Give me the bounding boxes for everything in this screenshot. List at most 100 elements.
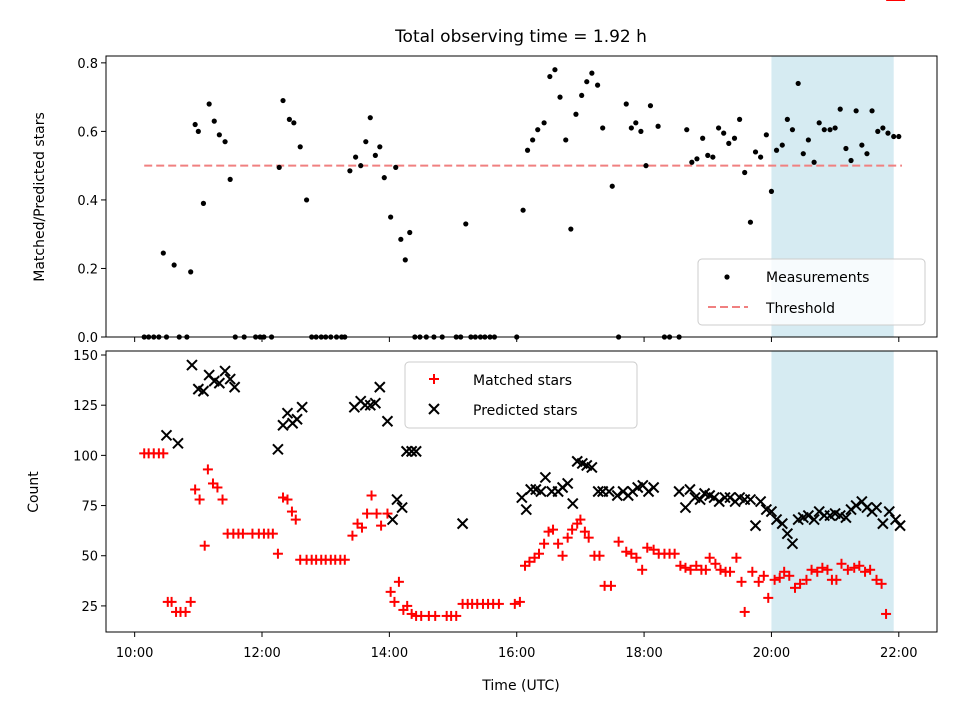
x-stroke (381, 415, 394, 427)
measurement-point (520, 207, 526, 213)
x-stroke (749, 519, 762, 532)
x-stroke (592, 485, 604, 498)
measurement-point (773, 147, 780, 153)
x-stroke (400, 445, 413, 458)
bottom-plot-frame (105, 350, 938, 633)
predicted-point (684, 483, 696, 496)
measurement-point (358, 163, 364, 169)
measurement-point (227, 176, 233, 182)
matched-point (789, 582, 800, 593)
measurement-point (726, 140, 732, 146)
x-stroke (213, 377, 226, 389)
legend-marker-predicted (428, 403, 440, 415)
measurement-point (811, 159, 817, 165)
measurement-point (579, 92, 585, 99)
measurement-point (594, 82, 601, 88)
legend-label-matched: Matched stars (473, 373, 572, 389)
x-stroke (535, 485, 547, 498)
predicted-point (539, 471, 552, 484)
measurement-point (377, 144, 383, 150)
x-stroke (576, 457, 589, 470)
predicted-point (840, 511, 852, 524)
x-tick-label: 22:00 (880, 646, 917, 661)
x-stroke (689, 491, 701, 504)
bottom-panel: 25 50 75 100 125 150 10:00 12:00 14:00 16:00 18:0… (26, 0, 938, 694)
matched-point (710, 558, 721, 569)
x-stroke (186, 359, 198, 371)
matched-point (430, 610, 441, 621)
legend-label-threshold: Threshold (765, 301, 835, 317)
matched-point (725, 566, 736, 577)
measurement-point (222, 139, 228, 145)
x-stroke (386, 513, 399, 526)
matched-point (849, 562, 860, 573)
x-stroke (883, 505, 895, 518)
x-stroke (808, 513, 820, 526)
x-stroke (781, 527, 794, 540)
x-stroke (889, 513, 902, 526)
measurement-point (589, 70, 595, 76)
matched-point (621, 546, 632, 557)
matched-point (212, 482, 223, 493)
x-stroke (197, 385, 210, 397)
predicted-point (802, 509, 815, 522)
y-tick-label: 0.6 (77, 125, 98, 140)
matched-point (514, 596, 525, 607)
legend-marker-measurements (724, 274, 730, 280)
y-tick-label: 125 (73, 399, 98, 414)
predicted-point (877, 517, 889, 530)
matched-point (784, 570, 795, 581)
measurement-point (381, 175, 387, 181)
x-stroke (192, 383, 205, 395)
matched-point (278, 492, 289, 503)
measurement-point (552, 67, 558, 73)
matched-point (493, 598, 504, 609)
matched-point (881, 608, 892, 619)
x-stroke (698, 487, 711, 500)
matched-point (371, 508, 382, 519)
measurement-point (563, 137, 569, 143)
measurement-point (211, 118, 217, 124)
measurement-point (800, 151, 806, 157)
matched-point (158, 448, 169, 459)
predicted-point (744, 493, 757, 506)
measurement-point (643, 163, 649, 169)
matched-point (185, 596, 196, 607)
x-stroke (694, 493, 706, 506)
top-legend: Measurements Threshold (697, 258, 926, 326)
matched-point (272, 548, 283, 559)
predicted-point (611, 489, 624, 502)
predicted-point (172, 437, 184, 450)
measurement-point (859, 142, 865, 148)
x-stroke (786, 537, 799, 550)
predicted-point (786, 537, 799, 550)
measurement-point (795, 80, 801, 87)
y-tick-label: 0.8 (77, 57, 98, 72)
matched-point (406, 608, 417, 619)
x-stroke (673, 485, 685, 498)
matched-point (524, 556, 535, 567)
measurement-point (286, 116, 292, 122)
measurement-point (816, 120, 822, 126)
matched-point (769, 574, 780, 585)
matched-point (553, 538, 564, 549)
matched-point (194, 494, 205, 505)
bottom-x-axis: 10:00 12:00 14:00 16:00 18:00 20:00 22:00 (116, 632, 918, 661)
x-stroke (703, 489, 716, 502)
x-stroke (894, 519, 906, 532)
matched-point (758, 570, 769, 581)
x-stroke (391, 493, 403, 506)
x-stroke (637, 479, 649, 492)
predicted-point (369, 397, 382, 409)
x-stroke (679, 501, 692, 514)
measurement-point (600, 125, 606, 131)
measurement-point (721, 130, 727, 136)
matched-point (366, 490, 377, 501)
matched-point (539, 538, 550, 549)
predicted-point (219, 365, 231, 377)
x-stroke (744, 493, 757, 506)
predicted-point (291, 413, 303, 425)
y-tick-label: 25 (81, 600, 98, 615)
measurement-point (160, 250, 166, 256)
predicted-point (770, 513, 783, 526)
